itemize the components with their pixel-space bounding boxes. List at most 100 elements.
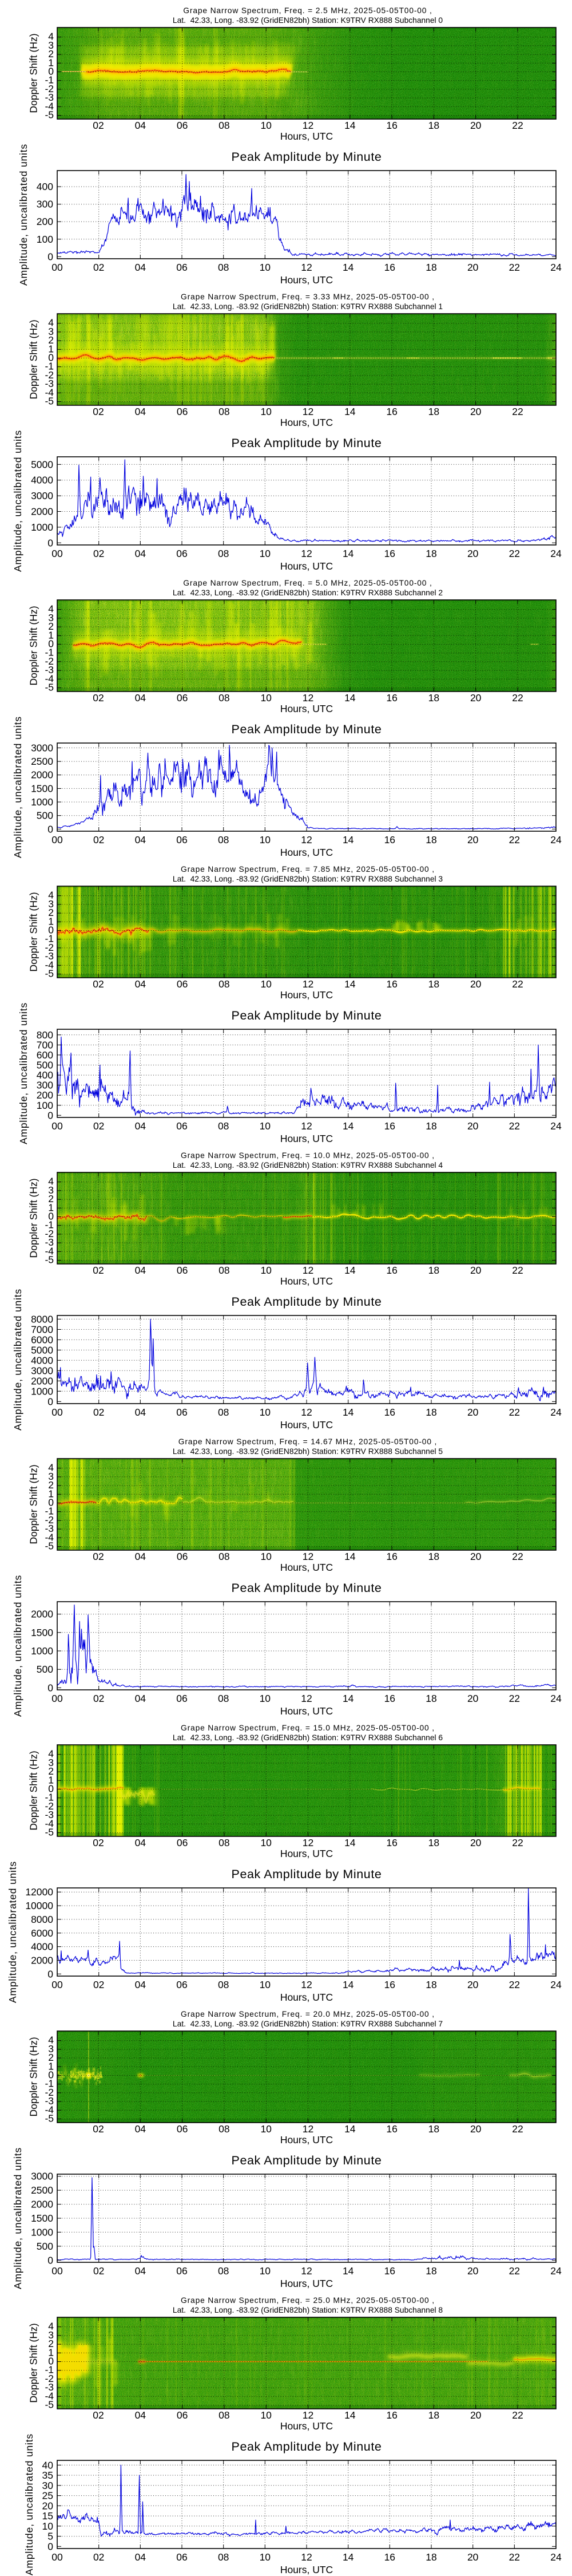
svg-text:-3: -3: [45, 2095, 54, 2107]
svg-text:Lat. 42.33, Long. -83.92 (Gri: Lat. 42.33, Long. -83.92 (GridEN82bh) St…: [173, 1733, 443, 1742]
svg-text:06: 06: [176, 2265, 187, 2277]
svg-text:00: 00: [51, 834, 63, 846]
svg-text:Hours, UTC: Hours, UTC: [280, 1705, 333, 1717]
svg-text:14: 14: [344, 1265, 356, 1276]
svg-text:04: 04: [135, 1120, 146, 1132]
svg-text:3: 3: [48, 326, 54, 337]
svg-text:500: 500: [37, 1060, 53, 1071]
svg-text:00: 00: [51, 1120, 63, 1132]
svg-text:04: 04: [135, 1406, 146, 1418]
svg-text:06: 06: [177, 1551, 188, 1562]
svg-text:Amplitude, uncalibrated units: Amplitude, uncalibrated units: [18, 1002, 29, 1144]
svg-text:02: 02: [93, 1406, 104, 1418]
svg-text:00: 00: [51, 2265, 63, 2277]
svg-text:Doppler Shift (Hz): Doppler Shift (Hz): [28, 2037, 39, 2116]
svg-text:12: 12: [303, 978, 313, 990]
svg-text:16: 16: [384, 548, 395, 559]
svg-text:Lat. 42.33, Long. -83.92 (Gri: Lat. 42.33, Long. -83.92 (GridEN82bh) St…: [173, 302, 443, 311]
svg-text:-5: -5: [45, 1827, 54, 1838]
svg-text:5000: 5000: [31, 459, 53, 470]
svg-text:04: 04: [135, 1693, 146, 1704]
svg-text:Grape Narrow Spectrum, Freq. =: Grape Narrow Spectrum, Freq. = 14.67 MHz…: [178, 1437, 437, 1446]
svg-text:4000: 4000: [31, 475, 53, 486]
svg-text:10: 10: [260, 406, 272, 417]
svg-text:500: 500: [37, 2241, 53, 2252]
svg-text:16: 16: [386, 120, 397, 131]
svg-text:14: 14: [344, 2123, 356, 2135]
svg-text:Grape Narrow Spectrum, Freq. =: Grape Narrow Spectrum, Freq. = 15.0 MHz,…: [181, 1724, 435, 1732]
svg-text:16: 16: [386, 978, 397, 990]
svg-text:Peak Amplitude by Minute: Peak Amplitude by Minute: [232, 2440, 382, 2453]
svg-text:08: 08: [219, 120, 229, 131]
svg-text:18: 18: [428, 120, 439, 131]
svg-text:14: 14: [344, 692, 356, 704]
svg-text:10: 10: [260, 692, 272, 704]
svg-text:0: 0: [47, 251, 53, 262]
svg-text:04: 04: [135, 1979, 146, 1990]
svg-text:16: 16: [386, 692, 397, 704]
svg-text:3000: 3000: [31, 742, 53, 753]
svg-text:08: 08: [219, 2409, 229, 2421]
svg-text:16: 16: [386, 2409, 397, 2421]
svg-text:3: 3: [48, 898, 54, 910]
svg-text:06: 06: [177, 2409, 188, 2421]
svg-text:06: 06: [176, 1120, 187, 1132]
svg-text:3000: 3000: [31, 1365, 53, 1376]
svg-text:3: 3: [48, 1184, 54, 1196]
svg-text:Amplitude, uncalibrated units: Amplitude, uncalibrated units: [12, 716, 23, 858]
svg-text:14: 14: [343, 1120, 354, 1132]
svg-text:16: 16: [386, 1265, 397, 1276]
svg-text:0: 0: [48, 66, 54, 77]
svg-text:4: 4: [48, 1176, 54, 1187]
svg-text:3: 3: [48, 2329, 54, 2341]
svg-text:0: 0: [47, 1396, 53, 1407]
svg-text:4000: 4000: [31, 1941, 53, 1953]
svg-text:10000: 10000: [25, 1900, 53, 1911]
svg-text:02: 02: [93, 692, 104, 704]
svg-text:22: 22: [509, 548, 520, 559]
svg-text:400: 400: [37, 1069, 53, 1081]
svg-text:12: 12: [303, 2409, 313, 2421]
svg-text:35: 35: [42, 2470, 53, 2481]
svg-text:-4: -4: [45, 2104, 54, 2115]
svg-text:08: 08: [219, 978, 229, 990]
svg-text:4: 4: [48, 31, 54, 42]
svg-text:02: 02: [93, 406, 104, 417]
svg-text:1: 1: [48, 1488, 54, 1499]
svg-text:12: 12: [303, 1265, 313, 1276]
svg-text:-1: -1: [45, 1219, 54, 1231]
svg-text:02: 02: [93, 1265, 104, 1276]
svg-text:-5: -5: [45, 1540, 54, 1552]
svg-text:4: 4: [48, 603, 54, 615]
svg-text:2000: 2000: [31, 1955, 53, 1966]
svg-text:-5: -5: [45, 109, 54, 121]
svg-text:16: 16: [386, 1837, 397, 1848]
svg-text:16: 16: [386, 406, 397, 417]
svg-text:Amplitude, uncalibrated units: Amplitude, uncalibrated units: [7, 1861, 18, 2003]
svg-text:24: 24: [550, 1979, 562, 1990]
svg-text:-3: -3: [45, 1523, 54, 1534]
svg-text:2: 2: [48, 334, 54, 346]
svg-text:Doppler Shift (Hz): Doppler Shift (Hz): [28, 319, 39, 399]
svg-text:10: 10: [260, 834, 271, 846]
svg-text:Peak Amplitude by Minute: Peak Amplitude by Minute: [232, 1009, 382, 1022]
svg-text:10: 10: [42, 2520, 54, 2532]
svg-text:18: 18: [426, 2265, 436, 2277]
svg-text:2500: 2500: [31, 2184, 53, 2196]
svg-text:10: 10: [260, 2409, 272, 2421]
svg-text:Hours, UTC: Hours, UTC: [280, 560, 333, 572]
svg-text:1000: 1000: [31, 1385, 53, 1397]
svg-text:Doppler Shift (Hz): Doppler Shift (Hz): [28, 1751, 39, 1830]
svg-text:4: 4: [48, 1748, 54, 1760]
svg-text:22: 22: [509, 1693, 520, 1704]
svg-text:06: 06: [176, 834, 187, 846]
svg-text:14: 14: [344, 1837, 356, 1848]
svg-text:08: 08: [218, 1120, 229, 1132]
svg-text:15: 15: [42, 2510, 53, 2522]
svg-text:Peak Amplitude by Minute: Peak Amplitude by Minute: [232, 1867, 382, 1881]
svg-text:06: 06: [177, 2123, 188, 2135]
svg-text:22: 22: [512, 120, 523, 131]
svg-text:18: 18: [426, 1120, 436, 1132]
svg-text:7000: 7000: [31, 1323, 53, 1335]
svg-text:08: 08: [219, 1265, 229, 1276]
